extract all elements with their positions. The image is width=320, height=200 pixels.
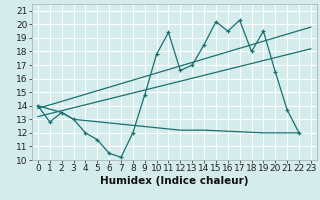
X-axis label: Humidex (Indice chaleur): Humidex (Indice chaleur) (100, 176, 249, 186)
